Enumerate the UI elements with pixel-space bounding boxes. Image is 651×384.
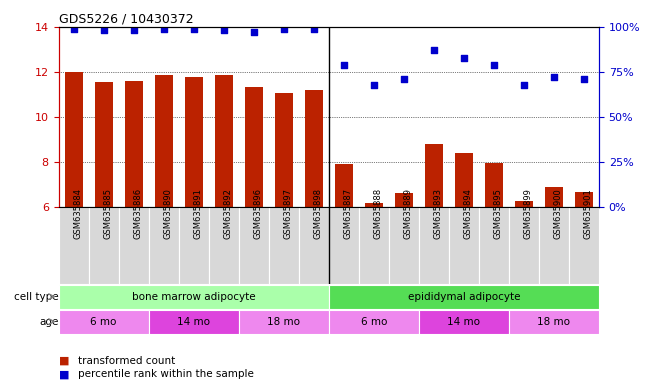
Point <box>98 27 109 33</box>
Bar <box>359 207 389 284</box>
Bar <box>305 90 323 207</box>
Point <box>519 81 529 88</box>
Bar <box>419 310 509 334</box>
Text: GSM635890: GSM635890 <box>163 188 173 239</box>
Bar <box>185 76 202 207</box>
Bar <box>239 310 329 334</box>
Bar <box>485 163 503 207</box>
Point <box>249 29 259 35</box>
Bar <box>89 207 118 284</box>
Text: cell type: cell type <box>14 291 59 302</box>
Text: GSM635895: GSM635895 <box>494 188 503 239</box>
Bar <box>449 207 479 284</box>
Bar <box>118 207 148 284</box>
Text: epididymal adipocyte: epididymal adipocyte <box>408 291 520 302</box>
Bar <box>569 207 599 284</box>
Point <box>219 27 229 33</box>
Text: 6 mo: 6 mo <box>361 316 387 327</box>
Bar <box>155 75 173 207</box>
Bar <box>329 207 359 284</box>
Bar <box>455 153 473 207</box>
Bar <box>59 207 89 284</box>
Point <box>549 74 559 81</box>
Text: GSM635888: GSM635888 <box>374 188 383 239</box>
Point <box>158 26 169 32</box>
Text: GSM635889: GSM635889 <box>404 188 413 239</box>
Text: GSM635887: GSM635887 <box>344 188 353 239</box>
Point <box>339 62 349 68</box>
Bar <box>509 310 599 334</box>
Text: GSM635897: GSM635897 <box>284 188 293 239</box>
Bar <box>59 310 148 334</box>
Bar <box>545 187 563 207</box>
Bar <box>245 87 263 207</box>
Bar <box>269 207 299 284</box>
Text: GSM635896: GSM635896 <box>254 188 263 239</box>
Text: 14 mo: 14 mo <box>447 316 480 327</box>
Point <box>458 55 469 61</box>
Text: 6 mo: 6 mo <box>90 316 117 327</box>
Bar <box>94 82 113 207</box>
Bar <box>335 164 353 207</box>
Text: GSM635886: GSM635886 <box>133 188 143 239</box>
Text: GSM635884: GSM635884 <box>74 188 83 239</box>
Point <box>128 27 139 33</box>
Bar <box>275 93 293 207</box>
Bar <box>365 203 383 207</box>
Text: ■: ■ <box>59 356 69 366</box>
Bar <box>425 144 443 207</box>
Text: GSM635901: GSM635901 <box>584 188 593 239</box>
Text: GSM635899: GSM635899 <box>524 188 533 239</box>
Text: GSM635894: GSM635894 <box>464 188 473 239</box>
Bar <box>239 207 269 284</box>
Bar <box>148 207 178 284</box>
Text: GSM635885: GSM635885 <box>104 188 113 239</box>
Point <box>309 26 319 32</box>
Point <box>279 26 289 32</box>
Text: GSM635891: GSM635891 <box>194 188 202 239</box>
Bar <box>215 75 232 207</box>
Text: percentile rank within the sample: percentile rank within the sample <box>78 369 254 379</box>
Point <box>579 76 589 82</box>
Bar <box>64 72 83 207</box>
Point <box>368 81 379 88</box>
Bar <box>124 81 143 207</box>
Bar <box>389 207 419 284</box>
Bar <box>329 310 419 334</box>
Point <box>68 26 79 32</box>
Text: bone marrow adipocyte: bone marrow adipocyte <box>132 291 255 302</box>
Text: transformed count: transformed count <box>78 356 175 366</box>
Text: GDS5226 / 10430372: GDS5226 / 10430372 <box>59 13 193 26</box>
Bar <box>575 192 593 207</box>
Bar <box>395 193 413 207</box>
Text: GSM635898: GSM635898 <box>314 188 323 239</box>
Point <box>428 47 439 53</box>
Text: 18 mo: 18 mo <box>537 316 570 327</box>
Bar <box>329 285 599 309</box>
Bar <box>419 207 449 284</box>
Point <box>489 62 499 68</box>
Bar <box>479 207 509 284</box>
Point <box>398 76 409 82</box>
Text: age: age <box>39 316 59 327</box>
Point <box>189 26 199 32</box>
Bar <box>299 207 329 284</box>
Text: ■: ■ <box>59 369 69 379</box>
Bar <box>148 310 239 334</box>
Text: GSM635900: GSM635900 <box>554 188 563 239</box>
Text: 14 mo: 14 mo <box>177 316 210 327</box>
Bar <box>178 207 209 284</box>
Bar <box>515 200 533 207</box>
Text: GSM635893: GSM635893 <box>434 188 443 239</box>
Bar <box>509 207 539 284</box>
Bar <box>59 285 329 309</box>
Text: GSM635892: GSM635892 <box>224 188 232 239</box>
Text: 18 mo: 18 mo <box>267 316 300 327</box>
Bar <box>209 207 239 284</box>
Bar <box>539 207 569 284</box>
